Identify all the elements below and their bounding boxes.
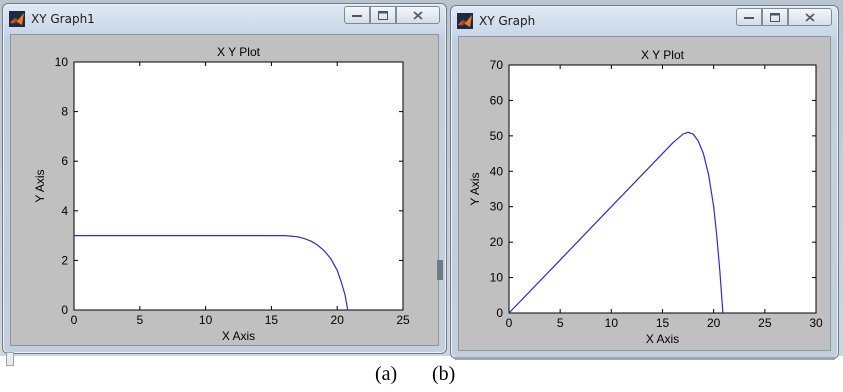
chart-title: X Y Plot: [641, 48, 685, 62]
y-tick-label: 10: [55, 55, 69, 69]
window-shadow-bar: [455, 357, 835, 360]
maximize-icon: [378, 10, 388, 20]
x-tick-label: 15: [265, 313, 279, 327]
x-axis-label: X Axis: [222, 329, 255, 343]
window-title: XY Graph1: [31, 12, 95, 26]
x-axis-label: X Axis: [646, 332, 679, 346]
y-tick-label: 50: [490, 129, 504, 143]
y-tick-label: 40: [490, 164, 504, 178]
y-tick-label: 10: [490, 271, 504, 285]
maximize-button[interactable]: [762, 8, 788, 26]
y-tick-label: 70: [490, 58, 504, 72]
figure-area: X Y Plot 0 5 10 15 20 25 0 2 4 6 8 10 X Axis Y Axis: [10, 34, 439, 346]
minimize-button[interactable]: [736, 8, 762, 26]
y-tick-label: 30: [490, 200, 504, 214]
minimize-icon: [352, 15, 362, 17]
x-tick-label: 0: [71, 313, 78, 327]
x-tick-label: 25: [758, 316, 772, 330]
x-tick-label: 15: [656, 316, 670, 330]
maximize-icon: [770, 12, 780, 22]
y-tick-label: 20: [490, 235, 504, 249]
taskbar-handle: [6, 352, 14, 366]
x-tick-label: 25: [396, 313, 410, 327]
plot-area: [508, 64, 817, 314]
close-icon: [805, 12, 815, 22]
maximize-button[interactable]: [370, 6, 396, 24]
title-bar[interactable]: XY Graph: [451, 6, 838, 36]
y-tick-label: 2: [61, 253, 68, 267]
series-line: [508, 131, 724, 314]
y-tick-label: 6: [61, 154, 68, 168]
caption-b: (b): [432, 363, 456, 385]
x-tick-label: 20: [331, 313, 345, 327]
plot-area: [73, 61, 404, 311]
chart-title: X Y Plot: [217, 45, 261, 59]
window-title: XY Graph: [479, 14, 536, 28]
x-tick-label: 5: [136, 313, 143, 327]
title-bar[interactable]: XY Graph1: [3, 4, 446, 34]
caption-a: (a): [375, 363, 398, 385]
y-tick-label: 0: [61, 303, 68, 317]
y-axis-label: Y Axis: [468, 172, 482, 205]
x-tick-label: 30: [809, 316, 823, 330]
x-tick-label: 10: [199, 313, 213, 327]
xy-plot-b: X Y Plot 0 5 10 15 20 25 30 0 10 20 30 40 50 60 70 X Axi…: [468, 48, 823, 346]
close-button[interactable]: [788, 8, 832, 26]
minimize-button[interactable]: [344, 6, 370, 24]
xy-plot-a: X Y Plot 0 5 10 15 20 25 0 2 4 6 8 10 X Axis Y Axis: [33, 45, 410, 343]
x-tick-label: 0: [506, 316, 513, 330]
y-tick-label: 0: [496, 306, 503, 320]
minimize-icon: [744, 17, 754, 19]
x-tick-label: 10: [605, 316, 619, 330]
x-tick-label: 5: [557, 316, 564, 330]
window-edge-grip[interactable]: [437, 260, 443, 280]
matlab-logo-icon: [9, 11, 25, 27]
y-tick-label: 60: [490, 93, 504, 107]
x-tick-label: 20: [707, 316, 721, 330]
y-tick-label: 4: [61, 204, 68, 218]
series-line: [74, 235, 349, 311]
close-icon: [413, 10, 423, 20]
y-axis-label: Y Axis: [33, 169, 47, 202]
y-tick-label: 8: [61, 105, 68, 119]
figure-area: X Y Plot 0 5 10 15 20 25 30 0 10 20 30 40 50 60 70 X Axi…: [458, 36, 831, 351]
matlab-logo-icon: [457, 13, 473, 29]
xy-graph1-window[interactable]: XY Graph1 X Y Plot 0 5 10 15 20 25 0 2 4 6 8 10 X Axi…: [2, 3, 447, 354]
xy-graph-window[interactable]: XY Graph X Y Plot 0 5 10 15 20 25 30 0 10 20 30 40 50…: [450, 5, 839, 359]
close-button[interactable]: [396, 6, 440, 24]
